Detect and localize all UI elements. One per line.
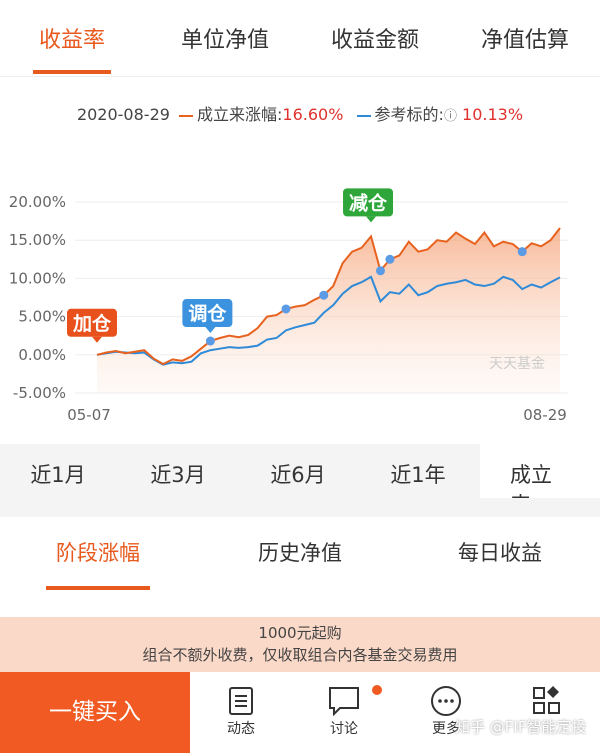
subtab-underline: [46, 586, 150, 590]
badge: [372, 685, 382, 695]
y-tick-label: -5.00%: [13, 384, 66, 402]
icon-more[interactable]: [431, 686, 461, 716]
legend-swatch: [179, 114, 194, 117]
x-tick-label: 05-07: [67, 406, 111, 424]
subtab[interactable]: 历史净值: [258, 541, 342, 565]
y-tick-label: 15.00%: [9, 231, 66, 249]
legend-value: 10.13%: [462, 105, 524, 124]
nav-label[interactable]: 讨论: [330, 721, 358, 737]
subtab[interactable]: 每日收益: [458, 541, 542, 565]
y-tick-label: 0.00%: [18, 346, 66, 364]
annotation: 加仓: [72, 312, 112, 335]
chart-watermark: 天天基金: [489, 355, 545, 372]
tab[interactable]: 收益金额: [330, 28, 420, 53]
legend-swatch: [356, 114, 371, 117]
period[interactable]: 近3月: [150, 463, 206, 487]
line: [96, 227, 561, 366]
trade-dot: [319, 290, 329, 300]
subtab[interactable]: 阶段涨幅: [56, 541, 140, 565]
area: [97, 227, 560, 393]
period[interactable]: 近1月: [30, 463, 86, 487]
divider: [0, 76, 600, 77]
line: [96, 275, 561, 366]
nav-label[interactable]: 动态: [227, 721, 255, 737]
legend: 2020-08-29 成立来涨幅:16.60% 参考标的:ⓘ 10.13%: [0, 101, 600, 125]
tab-underline: [33, 70, 111, 74]
info-icon[interactable]: ⓘ: [443, 109, 457, 124]
annotation: 减仓: [349, 191, 388, 214]
legend-value: 16.60%: [282, 105, 344, 124]
y-tick-label: 10.00%: [9, 269, 66, 287]
annotation: 调仓: [188, 302, 227, 325]
tab[interactable]: 净值估算: [480, 28, 570, 53]
period[interactable]: 近6月: [270, 463, 326, 487]
period[interactable]: 近1年: [390, 463, 446, 487]
tab[interactable]: 收益率: [38, 28, 106, 53]
buy-button[interactable]: 一键买入: [0, 672, 190, 753]
legend-date: 2020-08-29: [76, 105, 170, 124]
icon-discuss[interactable]: [329, 687, 359, 717]
legend-label: 成立来涨幅:: [197, 105, 283, 124]
gap: [0, 498, 600, 517]
chart: 20.00% 15.00% 10.00% 5.00% 0.00% -5.00%05-07 0…: [9, 188, 568, 424]
banner-text: 组合不额外收费，仅收取组合内各基金交易费用: [142, 646, 458, 664]
icon-feed[interactable]: [229, 687, 253, 715]
banner-title: 1000元起购: [258, 624, 342, 642]
y-tick-label: 5.00%: [18, 308, 66, 326]
trade-dot: [281, 304, 291, 314]
annotation-pointer: [366, 216, 377, 223]
trade-dot: [517, 247, 527, 257]
trade-dot: [385, 254, 395, 264]
annotation-pointer: [92, 336, 102, 343]
icon-config[interactable]: [533, 687, 545, 699]
y-tick-label: 20.00%: [9, 193, 66, 211]
nav-icons: [229, 685, 560, 717]
trade-dot: [375, 266, 385, 276]
banner: 1000元起购 组合不额外收费，仅收取组合内各基金交易费用: [0, 617, 600, 672]
trade-dot: [205, 336, 215, 346]
legend-label: 参考标的:: [374, 105, 444, 124]
annotation-box: [182, 299, 233, 328]
nav-label[interactable]: 更多: [432, 721, 460, 737]
watermark: 知乎 @FIF智能定投: [455, 718, 587, 736]
tab[interactable]: 单位净值: [180, 28, 270, 53]
period-selected: [480, 444, 600, 498]
annotation-pointer: [205, 327, 216, 334]
annotation-box: [343, 188, 394, 217]
annotation-box: [67, 308, 117, 337]
x-tick-label: 08-29: [523, 406, 567, 424]
